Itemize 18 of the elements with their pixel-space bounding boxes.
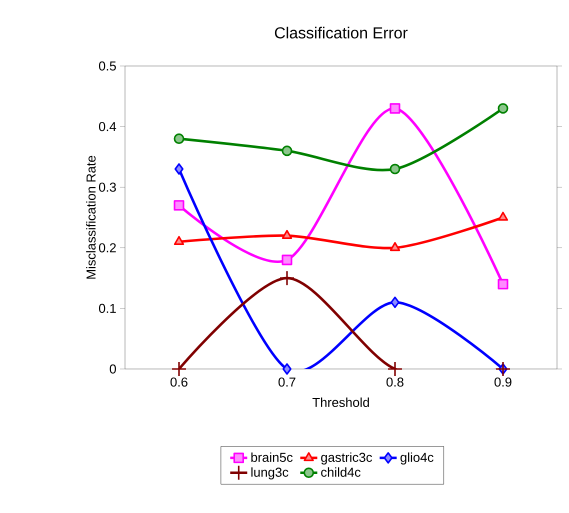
y-tick-label: 0.1 xyxy=(98,304,116,313)
legend-label: brain5c xyxy=(251,452,293,462)
y-tick-label: 0 xyxy=(110,364,116,374)
legend-label: gastric3c xyxy=(321,452,372,465)
legend-label: lung3c xyxy=(251,467,288,480)
y-tick-label: 0.3 xyxy=(98,182,116,192)
x-tick-label: 0.6 xyxy=(170,378,188,387)
x-tick-label: 0.8 xyxy=(386,378,404,387)
legend-label: glio4c xyxy=(400,452,434,465)
y-axis-title: Misclassification Rate xyxy=(86,156,96,279)
y-tick-label: 0.5 xyxy=(98,61,116,71)
chart-title: Classification Error xyxy=(274,26,408,38)
x-tick-label: 0.9 xyxy=(494,378,512,387)
x-tick-label: 0.7 xyxy=(278,378,296,387)
y-tick-label: 0.4 xyxy=(98,122,116,132)
legend-label: child4c xyxy=(321,467,361,477)
y-tick-label: 0.2 xyxy=(98,243,116,252)
x-axis-title: Threshold xyxy=(312,398,369,408)
